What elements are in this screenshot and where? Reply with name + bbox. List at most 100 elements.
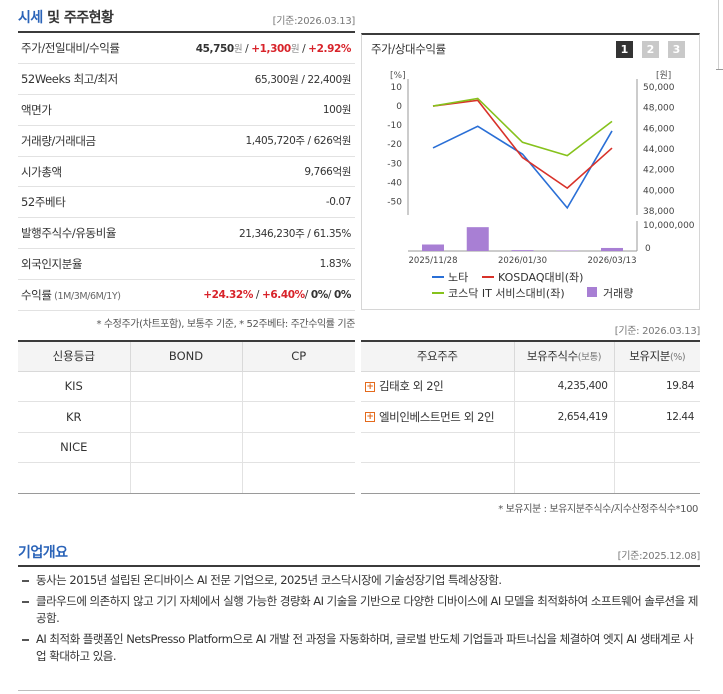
holder-name[interactable]: + 김태호 외 2인 [361, 371, 514, 402]
price-row-label: 수익률 (1M/3M/6M/1Y) [18, 279, 168, 311]
holders-header-pct: 보유지분(%) [613, 340, 700, 372]
right-tick-label: 40,000 [643, 186, 675, 196]
price-row-value: 1.83% [168, 248, 355, 280]
left-tick-label: -40 [387, 178, 402, 188]
expand-plus-icon[interactable]: + [365, 381, 375, 392]
price-row-label: 52Weeks 최고/최저 [18, 63, 168, 96]
price-row-value: -0.07 [168, 186, 355, 219]
legend-swatch [587, 287, 597, 297]
price-row-value: 100원 [168, 94, 355, 126]
overview-item: 동사는 2015년 설립된 온디바이스 AI 전문 기업으로, 2025년 코스… [22, 572, 698, 589]
overview-item: AI 최적화 플랫폼인 NetsPresso Platform으로 AI 개발 … [22, 631, 698, 665]
holder-shares [513, 432, 614, 463]
price-row: 주가/전일대비/수익률 45,750원 / +1,300원 / +2.92% [18, 33, 355, 65]
overview-bottom-line [18, 690, 700, 691]
table-row: + 김태호 외 2인 4,235,400 19.84 [361, 371, 700, 402]
volume-bar [511, 250, 534, 251]
chart-tab-3[interactable]: 3 [668, 41, 685, 58]
expand-plus-icon[interactable]: + [365, 412, 375, 423]
holder-pct: 12.44 [613, 401, 700, 433]
left-tick-label: 10 [391, 83, 403, 93]
price-row-label: 주가/전일대비/수익률 [18, 33, 168, 65]
right-tick-label: 44,000 [643, 145, 675, 155]
credit-rating-table: 신용등급 BOND CP KIS KR NICE [18, 340, 355, 494]
price-row-value: 9,766억원 [168, 156, 355, 188]
holder-pct [613, 432, 700, 463]
chart-tab-1[interactable]: 1 [616, 41, 633, 58]
price-row-value: 45,750원 / +1,300원 / +2.92% [168, 33, 355, 65]
table-row [18, 462, 355, 494]
overview-list: 동사는 2015년 설립된 온디바이스 AI 전문 기업으로, 2025년 코스… [22, 572, 698, 669]
credit-cell [241, 401, 355, 433]
price-row-value: 21,346,230주 / 61.35% [168, 217, 355, 250]
price-row-label: 시가총액 [18, 156, 168, 188]
credit-cell [241, 462, 355, 494]
credit-cell [129, 401, 242, 433]
x-tick-label: 2025/11/28 [409, 256, 458, 266]
right-tick-label: 48,000 [643, 104, 675, 114]
volume-bar [601, 247, 623, 251]
holders-header-name: 주요주주 [361, 340, 514, 372]
volume-bar [422, 244, 444, 251]
legend-label: 코스닥 IT 서비스대비(좌) [448, 287, 565, 300]
holders-date: [기준: 2026.03.13] [614, 326, 701, 337]
holder-shares [513, 462, 614, 494]
holder-shares: 2,654,419 [513, 401, 614, 433]
holder-pct [613, 462, 700, 494]
legend-label: 노타 [448, 271, 468, 284]
price-table: 주가/전일대비/수익률 45,750원 / +1,300원 / +2.92% 52W… [18, 33, 355, 311]
price-row: 거래량/거래대금 1,405,720주 / 626억원 [18, 125, 355, 157]
price-row: 52Weeks 최고/최저 65,300원 / 22,400원 [18, 63, 355, 96]
left-tick-label: -30 [387, 159, 402, 169]
price-row: 액면가 100원 [18, 94, 355, 126]
shareholders-table: 주요주주 보유주식수(보통) 보유지분(%) + 김태호 외 2인 4,235,40… [361, 340, 700, 494]
credit-cell [129, 462, 242, 494]
x-tick-label: 2026/01/30 [498, 256, 547, 266]
credit-cell [129, 432, 242, 463]
volume-bar [466, 227, 489, 251]
legend-label: 거래량 [603, 287, 633, 300]
credit-header-cp: CP [241, 340, 355, 372]
volume-tick-label: 0 [645, 244, 651, 254]
table-row [361, 432, 700, 463]
table-row: KR [18, 401, 355, 433]
overview-item: 클라우드에 의존하지 않고 기기 자체에서 실행 가능한 경량화 AI 기술을 … [22, 593, 698, 627]
price-row: 수익률 (1M/3M/6M/1Y) +24.32% / +6.40%/ 0%/ 0… [18, 279, 355, 311]
credit-header-rating: 신용등급 [18, 340, 130, 372]
credit-cell [129, 371, 242, 402]
credit-header-bond: BOND [129, 340, 242, 372]
price-row: 발행주식수/유동비율 21,346,230주 / 61.35% [18, 217, 355, 250]
price-row: 52주베타 -0.07 [18, 186, 355, 219]
price-row: 시가총액 9,766억원 [18, 156, 355, 188]
credit-cell [241, 371, 355, 402]
left-axis-unit: [%] [390, 71, 406, 81]
table-row [361, 462, 700, 494]
table-row: + 엘비인베스트먼트 외 2인 2,654,419 12.44 [361, 401, 700, 433]
holder-shares: 4,235,400 [513, 371, 614, 402]
chart-panel: 주가/상대수익률 1 2 3 [%] [원] 10 0 -10 -20 -30 -40 -50 5… [361, 33, 700, 310]
right-axis-unit: [원] [656, 70, 671, 81]
series-line-1 [432, 99, 613, 190]
price-row-label: 외국인지분율 [18, 248, 168, 280]
price-row-label: 발행주식수/유동비율 [18, 217, 168, 250]
series-line-2 [432, 97, 613, 157]
credit-cell [18, 462, 130, 494]
chart-tab-2[interactable]: 2 [642, 41, 659, 58]
right-tick-label: 42,000 [643, 166, 675, 176]
left-tick-label: -50 [387, 197, 402, 207]
holder-name[interactable]: + 엘비인베스트먼트 외 2인 [361, 401, 514, 433]
price-row-label: 52주베타 [18, 186, 168, 219]
section-date: [기준:2026.03.13] [272, 16, 356, 27]
overview-title: 기업개요 [18, 545, 68, 561]
right-tick-label: 50,000 [643, 83, 675, 93]
overview-date: [기준:2025.12.08] [617, 551, 701, 562]
chart-title: 주가/상대수익률 [371, 42, 446, 56]
table-row: NICE [18, 432, 355, 463]
price-row-value: 1,405,720주 / 626억원 [168, 125, 355, 157]
price-row-value: 65,300원 / 22,400원 [168, 63, 355, 96]
series-line-0 [432, 125, 613, 210]
price-row-label: 액면가 [18, 94, 168, 126]
chart-tabs: 1 2 3 [616, 41, 685, 58]
section-title: 시세 및 주주현황 [18, 10, 114, 26]
left-tick-label: -10 [387, 121, 402, 131]
